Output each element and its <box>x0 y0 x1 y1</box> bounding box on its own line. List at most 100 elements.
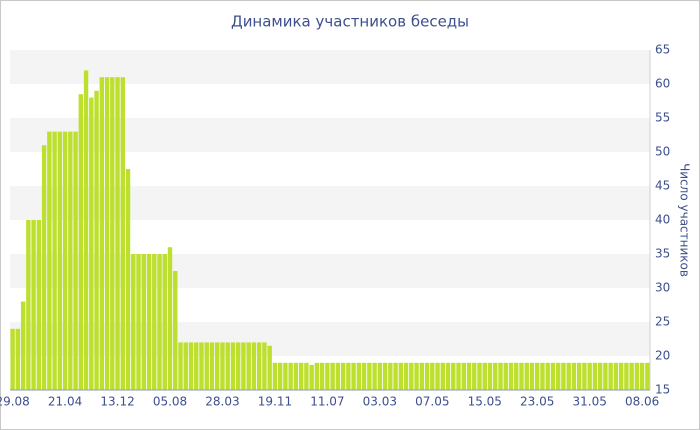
bar <box>199 342 204 390</box>
bar <box>461 362 466 390</box>
bar <box>120 77 125 390</box>
bar <box>57 131 63 390</box>
bar <box>508 362 514 390</box>
bar <box>624 362 629 390</box>
bar <box>15 328 21 390</box>
bar <box>225 342 230 390</box>
bar <box>188 342 194 390</box>
bar <box>141 254 146 390</box>
bar <box>115 77 120 390</box>
bar <box>89 97 94 390</box>
bar <box>566 362 571 390</box>
bar <box>451 362 456 390</box>
bar <box>514 362 519 390</box>
bar <box>230 342 236 390</box>
bar <box>503 362 508 390</box>
bar <box>377 362 383 390</box>
y-tick-label: 45 <box>655 179 670 193</box>
bar <box>498 362 503 390</box>
bar <box>555 362 561 390</box>
bar <box>183 342 188 390</box>
y-axis-label: Число участников <box>678 163 692 277</box>
bar <box>104 77 110 390</box>
bar <box>288 362 293 390</box>
bar <box>167 247 173 390</box>
bar <box>272 362 278 390</box>
bar <box>393 362 398 390</box>
bar <box>131 254 136 390</box>
bar <box>262 342 267 390</box>
bar <box>388 362 393 390</box>
bar <box>351 362 356 390</box>
bar <box>335 362 341 390</box>
bar <box>340 362 346 390</box>
x-tick-label: 11.07 <box>310 395 344 409</box>
bar <box>162 254 167 390</box>
bar <box>73 131 78 390</box>
bar <box>430 362 435 390</box>
bar <box>251 342 257 390</box>
bar <box>325 362 330 390</box>
bar <box>235 342 241 390</box>
bar <box>41 145 47 390</box>
bar <box>629 362 634 390</box>
bar <box>10 328 15 390</box>
bar <box>52 131 57 390</box>
bar <box>493 362 498 390</box>
bar <box>398 362 404 390</box>
bar <box>47 131 52 390</box>
bar <box>215 342 220 390</box>
bar <box>561 362 566 390</box>
bar <box>487 362 493 390</box>
bar <box>603 362 608 390</box>
bar <box>550 362 556 390</box>
x-tick-label: 15.05 <box>468 395 502 409</box>
y-tick-label: 30 <box>655 281 670 295</box>
bar <box>78 94 84 390</box>
bar <box>435 362 440 390</box>
bar <box>414 362 419 390</box>
x-tick-label: 03.03 <box>363 395 397 409</box>
bar <box>31 220 36 390</box>
bar <box>283 362 288 390</box>
bar <box>267 345 272 390</box>
bar <box>582 362 587 390</box>
chart-title: Динамика участников беседы <box>231 13 469 31</box>
bar <box>372 362 377 390</box>
bar <box>356 362 362 390</box>
bar <box>587 362 592 390</box>
bar <box>535 362 540 390</box>
bar <box>482 362 487 390</box>
bar <box>346 362 351 390</box>
y-tick-label: 25 <box>655 315 670 329</box>
bar <box>298 362 304 390</box>
bar <box>319 362 325 390</box>
bar <box>330 362 335 390</box>
bar <box>194 342 199 390</box>
bar <box>125 169 131 390</box>
bar <box>220 342 225 390</box>
bar <box>293 362 299 390</box>
bar <box>83 70 89 391</box>
bar <box>246 342 251 390</box>
y-tick-label: 60 <box>655 77 670 91</box>
bar <box>639 362 645 390</box>
bar <box>367 362 372 390</box>
bar <box>256 342 262 390</box>
bar <box>576 362 582 390</box>
bar <box>204 342 209 390</box>
bar <box>445 362 451 390</box>
y-tick-label: 55 <box>655 111 670 125</box>
bar <box>477 362 482 390</box>
bar <box>409 362 414 390</box>
bar <box>618 362 624 390</box>
bar <box>146 254 152 390</box>
bar <box>466 362 472 390</box>
bar <box>540 362 545 390</box>
bar <box>241 342 246 390</box>
bar <box>524 362 529 390</box>
marks <box>10 70 650 391</box>
bar <box>634 362 640 390</box>
y-tick-label: 20 <box>655 349 670 363</box>
